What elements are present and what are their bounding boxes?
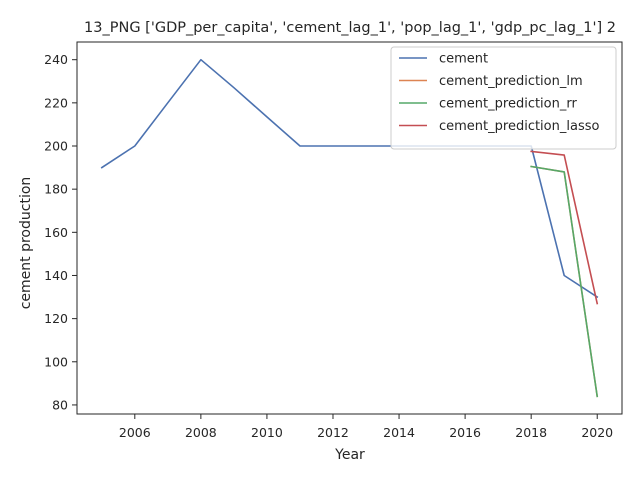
- x-tick-label: 2010: [251, 425, 283, 440]
- legend-label: cement: [439, 52, 488, 67]
- plot-frame: [76, 41, 623, 415]
- legend: cement cement_prediction_lm cement_predict…: [390, 46, 617, 150]
- plot-area: 2006 2008 2010 2012 2014 2016 2018 2020 80 100 120…: [44, 41, 623, 440]
- y-tick-label: 240: [44, 52, 68, 67]
- legend-label: cement_prediction_rr: [439, 97, 577, 112]
- series-line-cement-prediction-rr: [530, 165, 599, 398]
- legend-label: cement_prediction_lm: [439, 74, 583, 89]
- x-tick-label: 2020: [581, 425, 613, 440]
- legend-box: [390, 46, 617, 150]
- chart-title: 13_PNG ['GDP_per_capita', 'cement_lag_1'…: [84, 20, 616, 36]
- x-tick-label: 2008: [185, 425, 217, 440]
- y-tick-label: 140: [44, 268, 68, 283]
- legend-label: cement_prediction_lasso: [439, 119, 599, 134]
- series-line-cement-prediction-lm: [530, 165, 599, 398]
- y-tick-label: 160: [44, 225, 68, 240]
- y-tick-label: 80: [52, 397, 68, 412]
- x-axis-label: Year: [334, 447, 365, 463]
- y-tick-label: 100: [44, 354, 68, 369]
- y-tick-label: 120: [44, 311, 68, 326]
- y-tick-label: 180: [44, 182, 68, 197]
- y-axis-label: cement production: [18, 177, 34, 310]
- x-tick-label: 2012: [317, 425, 349, 440]
- x-tick-label: 2006: [119, 425, 151, 440]
- series-line-cement-prediction-lasso: [530, 150, 599, 305]
- x-tick-label: 2018: [515, 425, 547, 440]
- x-tick-label: 2016: [449, 425, 481, 440]
- y-tick-label: 220: [44, 95, 68, 110]
- y-tick-label: 200: [44, 139, 68, 154]
- x-tick-label: 2014: [383, 425, 415, 440]
